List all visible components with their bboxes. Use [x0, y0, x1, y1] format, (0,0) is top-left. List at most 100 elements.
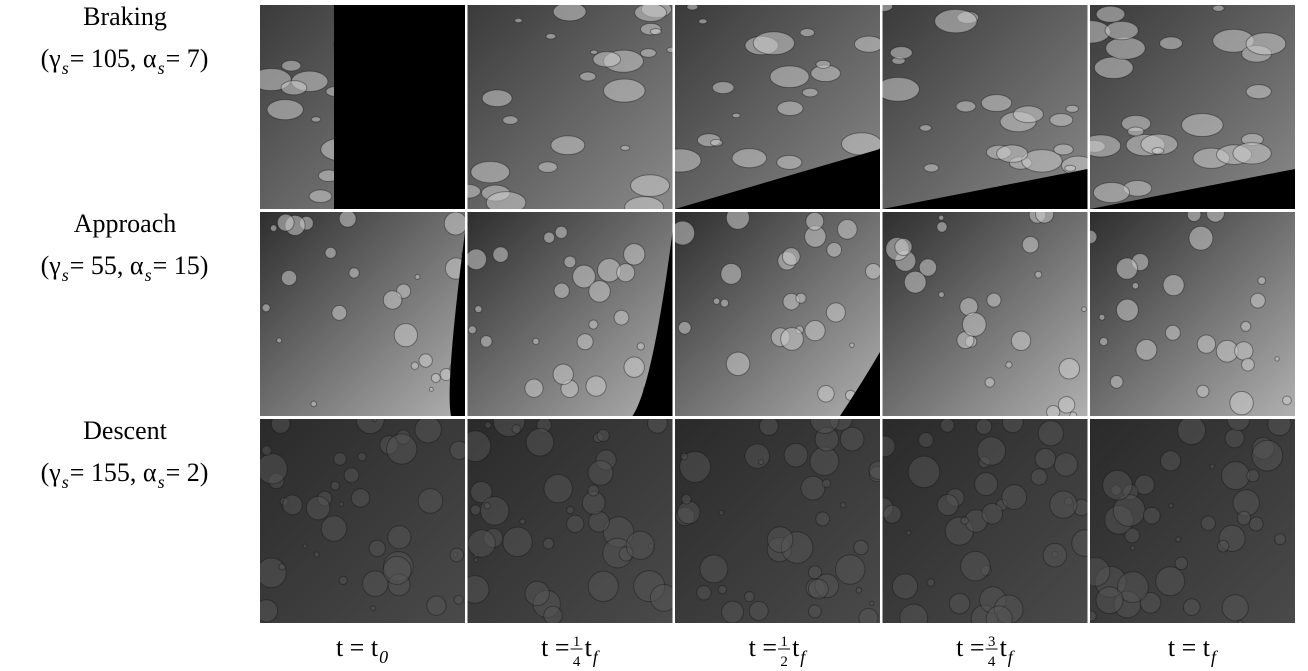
crater — [1096, 587, 1123, 614]
crater — [1252, 440, 1283, 471]
crater — [721, 299, 729, 307]
crater — [1222, 595, 1248, 621]
crater — [1222, 462, 1250, 490]
crater — [553, 364, 573, 384]
crater — [1100, 337, 1108, 345]
label-text: = 7) — [166, 44, 209, 73]
subscript: f — [1008, 647, 1016, 667]
crater — [503, 116, 518, 124]
crater — [1233, 143, 1271, 164]
crater — [1082, 307, 1087, 312]
crater — [937, 222, 947, 232]
crater — [480, 497, 508, 525]
crater — [1002, 485, 1027, 510]
crater — [515, 18, 523, 22]
crater — [1110, 376, 1123, 389]
crater — [919, 433, 934, 448]
crater — [358, 453, 366, 461]
crater — [1059, 358, 1080, 379]
crater — [1093, 183, 1129, 203]
crater — [1201, 516, 1215, 530]
subscript: f — [593, 647, 601, 667]
terrain — [260, 419, 465, 623]
crater — [589, 320, 598, 329]
crater — [270, 225, 276, 231]
crater — [1258, 277, 1266, 285]
crater — [564, 256, 576, 268]
crater — [721, 263, 742, 284]
crater — [1106, 37, 1146, 59]
crater — [1283, 396, 1292, 405]
crater — [939, 292, 945, 298]
terrain — [260, 212, 465, 416]
crater — [1210, 464, 1215, 469]
crater — [1275, 357, 1279, 361]
crater — [1250, 293, 1265, 308]
image-panel — [260, 210, 467, 416]
crater — [854, 36, 883, 52]
crater — [283, 495, 303, 515]
crater — [949, 593, 969, 613]
row-params: (γs = 105, αs = 7) — [41, 44, 209, 78]
crater — [1242, 358, 1255, 371]
crater — [818, 386, 834, 402]
crater — [1197, 335, 1215, 353]
crater — [713, 298, 719, 304]
crater — [554, 283, 569, 298]
image-panel — [251, 5, 465, 209]
image-panel — [675, 405, 887, 628]
crater — [614, 310, 629, 325]
crater — [1035, 271, 1042, 278]
crater — [1050, 491, 1077, 518]
crater — [546, 34, 556, 40]
crater — [431, 373, 440, 382]
crater — [802, 88, 818, 97]
label-text: t — [1000, 633, 1008, 662]
crater — [961, 517, 968, 524]
crater — [712, 82, 734, 94]
crater — [1066, 105, 1079, 112]
crater — [271, 414, 290, 433]
crater — [485, 422, 491, 428]
crater — [697, 586, 711, 600]
crater — [553, 3, 586, 21]
page: Braking(γs = 105, αs = 7)Approach(γs = 5… — [0, 0, 1308, 671]
crater — [543, 538, 554, 549]
crater — [732, 113, 740, 118]
terrain — [675, 212, 880, 416]
crater — [826, 303, 845, 322]
crater — [262, 304, 270, 312]
crater — [1116, 299, 1138, 321]
crater — [1031, 469, 1047, 485]
crater — [890, 47, 912, 59]
crater — [351, 489, 369, 507]
crater — [1143, 507, 1160, 524]
crater — [865, 263, 881, 279]
crater — [985, 378, 995, 388]
crater — [854, 540, 868, 554]
crater — [700, 555, 728, 583]
crater — [816, 512, 830, 526]
label-text: t — [792, 633, 800, 662]
crater — [895, 238, 912, 255]
crater — [1054, 453, 1077, 476]
crater — [419, 354, 432, 367]
crater — [588, 485, 599, 496]
crater — [1213, 5, 1224, 11]
crater — [1105, 21, 1138, 39]
image-panel — [671, 206, 885, 416]
crater — [1013, 106, 1043, 123]
crater — [394, 323, 417, 346]
image-panel — [659, 4, 886, 213]
crater — [962, 313, 986, 337]
crater — [493, 247, 508, 262]
crater — [719, 511, 724, 516]
crater — [1238, 620, 1243, 625]
crater — [767, 527, 793, 553]
crater — [369, 540, 385, 556]
crater — [906, 531, 911, 536]
crater — [1006, 362, 1012, 368]
crater — [837, 220, 857, 240]
